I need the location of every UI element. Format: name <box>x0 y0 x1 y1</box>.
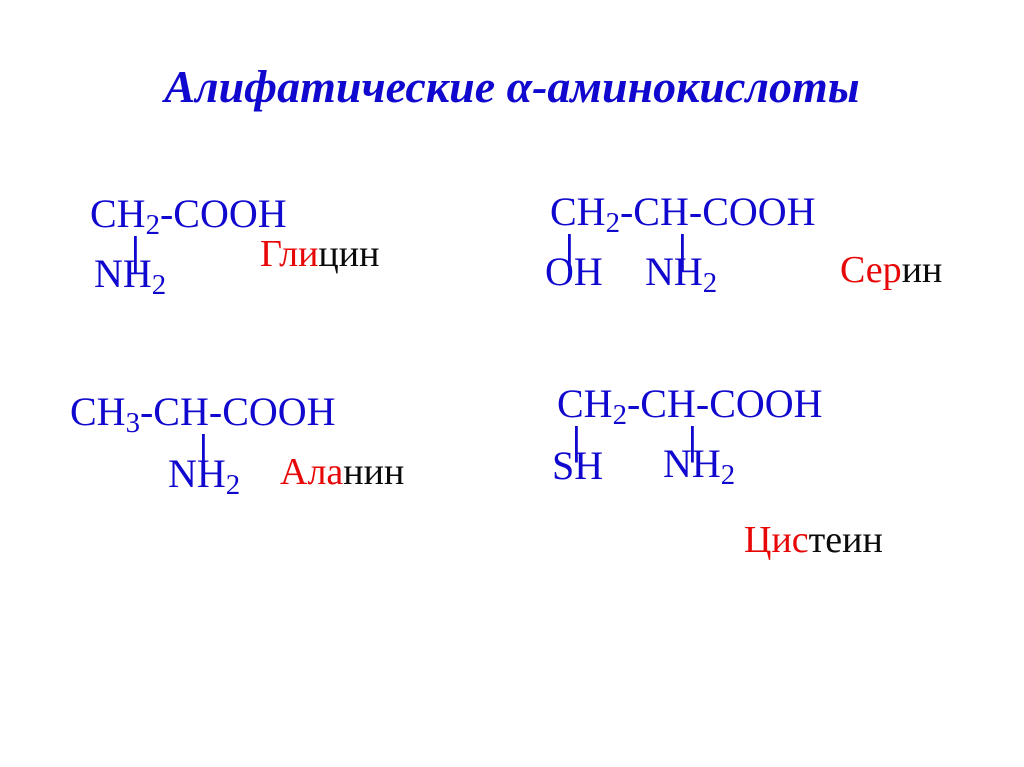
cysteine-line1-p2: -CH-COOH <box>627 381 823 426</box>
cysteine-line2a: SH <box>552 442 603 489</box>
alanine-name-suffix: нин <box>343 451 404 493</box>
cysteine-name-suffix: теин <box>809 519 883 561</box>
glycine-line1-sub: 2 <box>146 209 160 241</box>
serine-line1-p0: CH <box>550 189 606 234</box>
cysteine-line2b-p0: NH <box>663 441 721 486</box>
glycine-name: Глицин <box>260 232 379 276</box>
alanine-line1-sub: 3 <box>126 407 140 439</box>
glycine-line1-p2: -COOH <box>160 191 287 236</box>
cysteine-name-prefix: Цис <box>744 519 809 561</box>
serine-name: Серин <box>840 248 942 292</box>
glycine-line2-sub: 2 <box>152 269 166 301</box>
serine-line2a: OH <box>545 248 603 295</box>
serine-name-prefix: Сер <box>840 249 902 291</box>
cysteine-line2b-sub: 2 <box>721 459 735 491</box>
alanine-line1-p2: -CH-COOH <box>140 389 336 434</box>
glycine-name-prefix: Гли <box>260 233 318 275</box>
serine-line2b: NH2 <box>645 248 717 295</box>
alanine-line2-sub: 2 <box>226 469 240 501</box>
serine-line1-p2: -CH-COOH <box>620 189 816 234</box>
alanine-line2: NH2 <box>168 450 240 497</box>
serine-name-suffix: ин <box>902 249 943 291</box>
alanine-name: Аланин <box>280 450 404 494</box>
alanine-line1-p0: CH <box>70 389 126 434</box>
serine-line2b-p0: NH <box>645 249 703 294</box>
cysteine-name: Цистеин <box>744 518 883 562</box>
glycine-line1: CH2-COOH <box>90 190 287 237</box>
slide-title: Алифатические α-аминокислоты <box>0 60 1024 113</box>
cysteine-line2b: NH2 <box>663 440 735 487</box>
cysteine-line1-sub: 2 <box>613 399 627 431</box>
glycine-name-suffix: цин <box>318 233 379 275</box>
alanine-line2-p0: NH <box>168 451 226 496</box>
slide: Алифатические α-аминокислоты CH2-COOH | … <box>0 0 1024 767</box>
cysteine-line1-p0: CH <box>557 381 613 426</box>
serine-line1-sub: 2 <box>606 207 620 239</box>
glycine-line2-p0: NH <box>94 251 152 296</box>
alanine-name-prefix: Ала <box>280 451 343 493</box>
serine-line2b-sub: 2 <box>703 267 717 299</box>
glycine-line2: NH2 <box>94 250 166 297</box>
